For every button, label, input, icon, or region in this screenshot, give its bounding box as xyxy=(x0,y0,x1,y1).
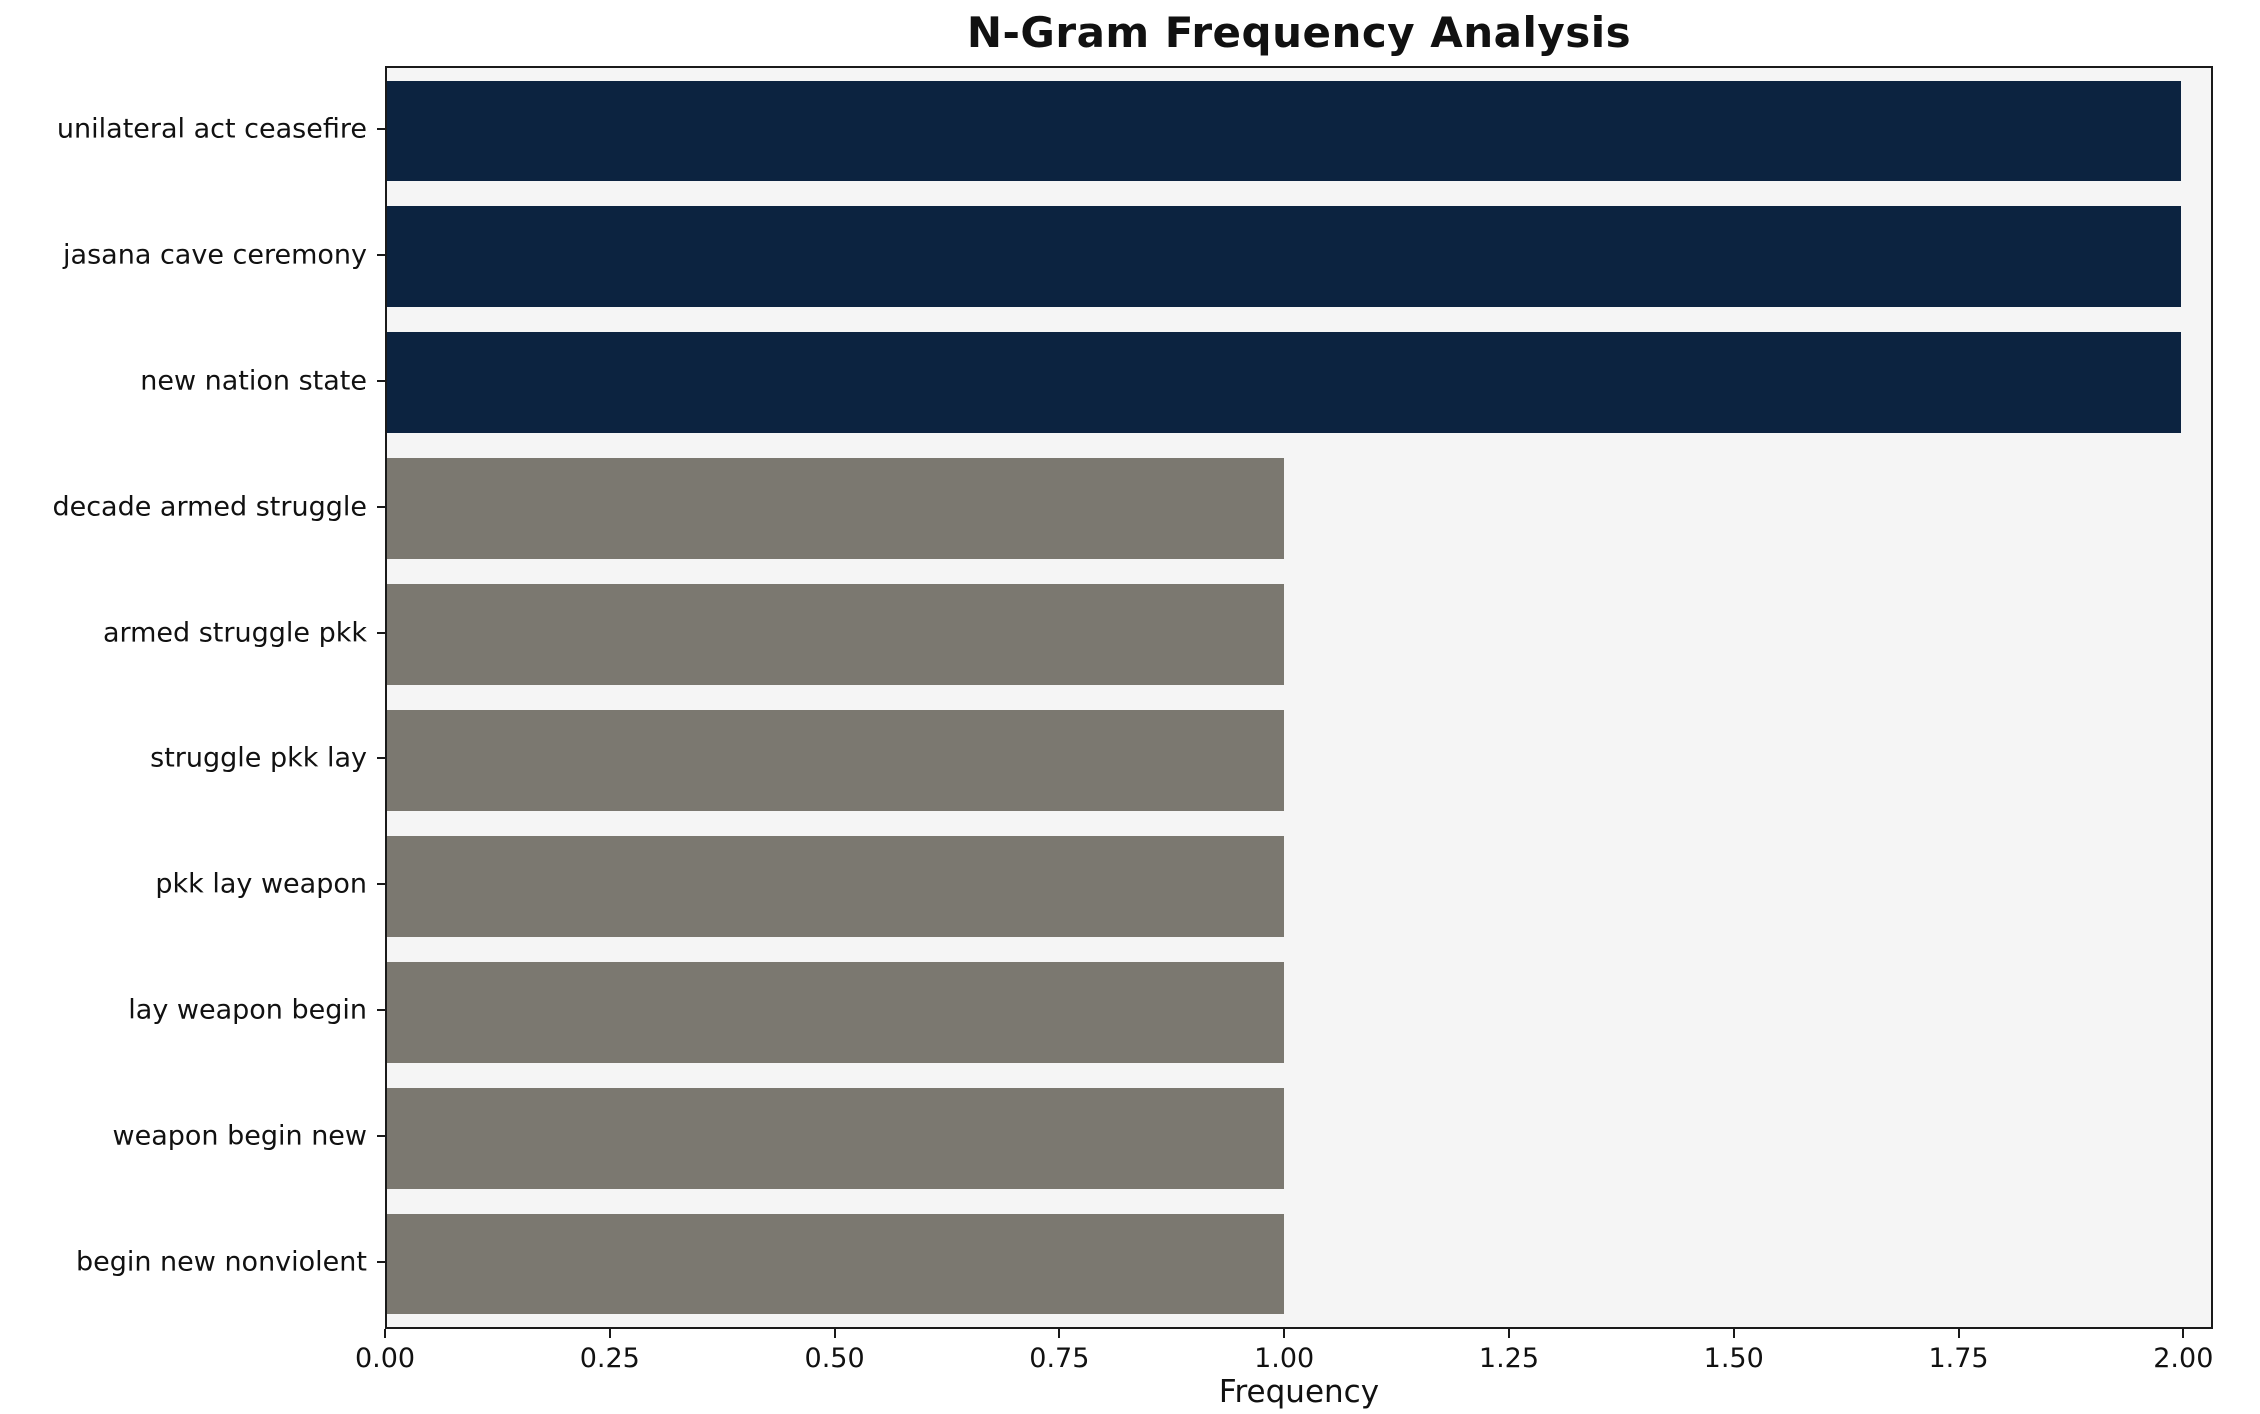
y-tick-mark xyxy=(377,631,385,634)
x-tick-mark xyxy=(833,1329,836,1338)
bar xyxy=(387,584,1285,685)
bar xyxy=(387,1213,1285,1315)
x-tick-label: 1.25 xyxy=(1478,1343,1540,1374)
x-tick-label: 0.50 xyxy=(804,1343,865,1374)
y-tick-mark xyxy=(377,1135,385,1138)
x-tick-label: 2.00 xyxy=(2153,1343,2214,1374)
y-tick-label: struggle pkk lay xyxy=(150,742,367,774)
bar xyxy=(387,206,2182,308)
bar xyxy=(387,1087,1285,1189)
x-tick-label: 0.75 xyxy=(1029,1343,1090,1374)
y-tick-label: armed struggle pkk xyxy=(102,617,367,649)
x-tick-mark xyxy=(608,1329,611,1338)
y-tick-mark xyxy=(377,253,385,256)
x-tick-mark xyxy=(1507,1329,1510,1338)
bar xyxy=(387,710,1285,811)
y-tick-mark xyxy=(377,1009,385,1012)
y-tick-mark xyxy=(377,379,385,382)
x-tick-mark xyxy=(1058,1329,1061,1338)
y-tick-label: new nation state xyxy=(140,365,367,397)
y-tick-mark xyxy=(377,127,385,130)
bar xyxy=(387,835,1285,937)
x-tick-label: 1.50 xyxy=(1703,1343,1764,1374)
bar xyxy=(387,458,1285,559)
x-tick-mark xyxy=(1283,1329,1286,1338)
chart-title: N-Gram Frequency Analysis xyxy=(966,8,1632,57)
y-tick-label: decade armed struggle xyxy=(52,491,367,523)
bar xyxy=(387,80,2182,182)
x-tick-mark xyxy=(1732,1329,1735,1338)
y-tick-label: jasana cave ceremony xyxy=(63,239,367,271)
y-tick-mark xyxy=(377,1261,385,1264)
bar xyxy=(387,332,2182,434)
x-tick-mark xyxy=(2182,1329,2185,1338)
x-tick-label: 0.25 xyxy=(579,1343,640,1374)
y-axis-labels: unilateral act ceasefire jasana cave cere… xyxy=(0,66,367,1329)
x-tick-label: 1.75 xyxy=(1928,1343,1989,1374)
y-tick-label: unilateral act ceasefire xyxy=(56,113,367,145)
x-axis-ticks: 0.00 0.25 0.50 0.75 1.00 1.25 1.50 1.75 2.00 xyxy=(355,1329,2214,1409)
y-tick-label: begin new nonviolent xyxy=(75,1246,367,1278)
bar xyxy=(387,961,1285,1063)
y-tick-mark xyxy=(377,883,385,886)
plot-area xyxy=(385,66,2213,1329)
y-tick-label: pkk lay weapon xyxy=(155,868,367,900)
y-tick-mark xyxy=(377,757,385,760)
y-tick-label: weapon begin new xyxy=(112,1120,367,1152)
x-axis-label: Frequency xyxy=(1218,1374,1380,1410)
y-tick-label: lay weapon begin xyxy=(128,994,367,1026)
x-tick-label: 0.00 xyxy=(354,1343,416,1374)
y-tick-mark xyxy=(377,505,385,508)
x-tick-label: 1.00 xyxy=(1254,1343,1315,1374)
x-tick-mark xyxy=(384,1329,386,1338)
x-tick-mark xyxy=(1957,1329,1960,1338)
